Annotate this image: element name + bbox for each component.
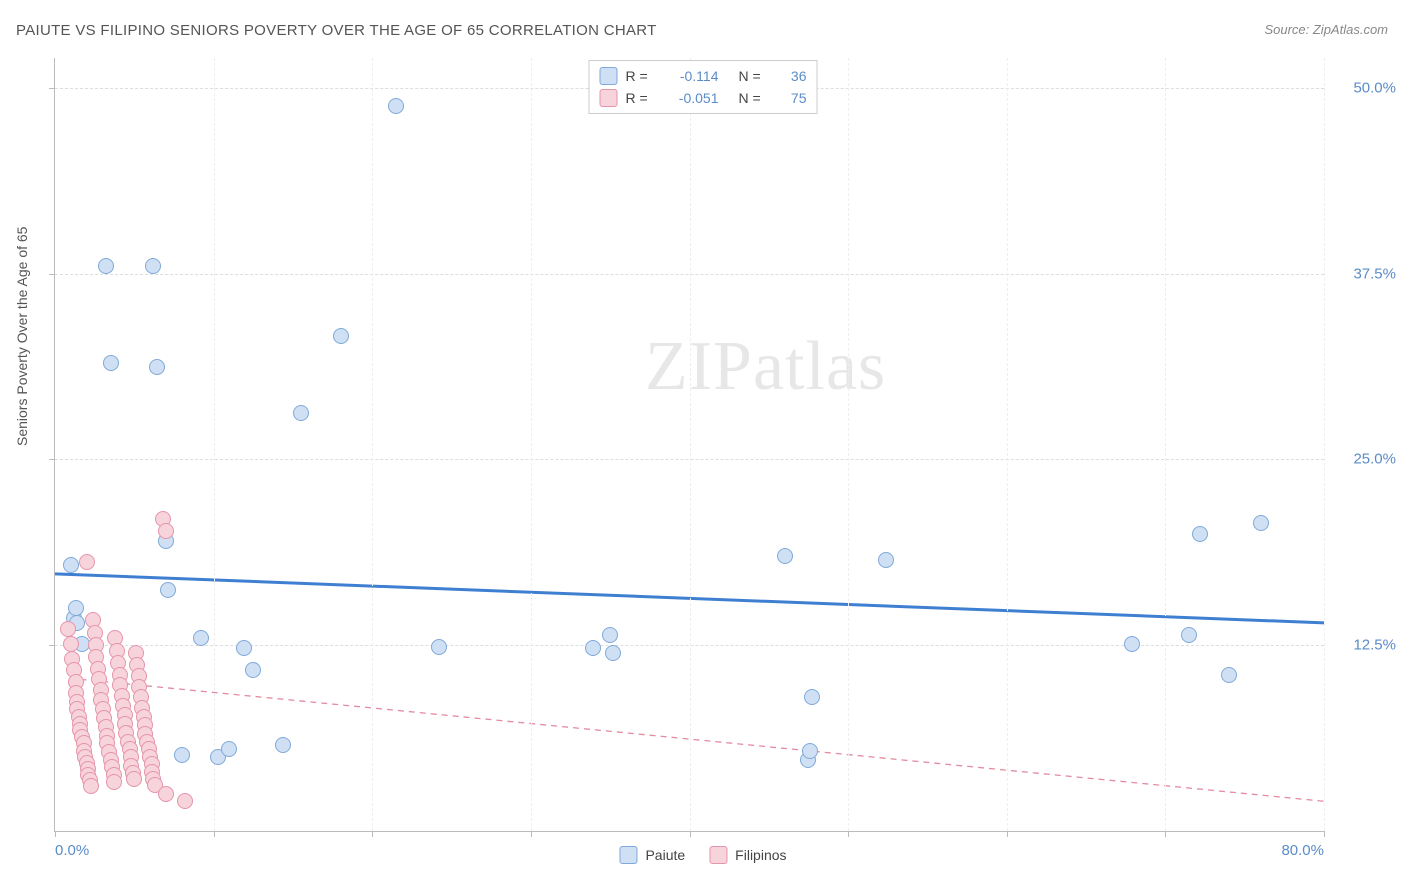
data-point: [103, 355, 119, 371]
x-gridline: [214, 58, 215, 831]
watermark-light: atlas: [753, 328, 886, 405]
x-gridline: [531, 58, 532, 831]
data-point: [1181, 627, 1197, 643]
correlation-legend: R = -0.114 N = 36 R = -0.051 N = 75: [589, 60, 818, 114]
legend-label: Paiute: [645, 847, 685, 863]
data-point: [79, 554, 95, 570]
y-tick-mark: [49, 459, 55, 460]
data-point: [106, 774, 122, 790]
chart-container: PAIUTE VS FILIPINO SENIORS POVERTY OVER …: [0, 0, 1406, 892]
chart-title: PAIUTE VS FILIPINO SENIORS POVERTY OVER …: [16, 22, 657, 39]
data-point: [68, 600, 84, 616]
data-point: [585, 640, 601, 656]
data-point: [1192, 526, 1208, 542]
data-point: [1253, 515, 1269, 531]
series-legend: Paiute Filipinos: [619, 846, 786, 864]
legend-r-value: -0.051: [664, 87, 719, 109]
y-axis-label: Seniors Poverty Over the Age of 65: [14, 227, 30, 446]
data-point: [158, 523, 174, 539]
data-point: [63, 636, 79, 652]
x-tick-mark: [1007, 831, 1008, 837]
x-tick-mark: [214, 831, 215, 837]
y-tick-label: 37.5%: [1353, 265, 1396, 282]
legend-r-value: -0.114: [664, 65, 719, 87]
y-tick-label: 25.0%: [1353, 451, 1396, 468]
trend-line: [80, 679, 1324, 801]
x-gridline: [690, 58, 691, 831]
source-attribution: Source: ZipAtlas.com: [1264, 22, 1388, 37]
data-point: [388, 98, 404, 114]
watermark-bold: ZIP: [645, 328, 753, 405]
x-gridline: [1165, 58, 1166, 831]
legend-row: R = -0.051 N = 75: [600, 87, 807, 109]
x-tick-mark: [848, 831, 849, 837]
x-gridline: [1007, 58, 1008, 831]
x-tick-label: 0.0%: [55, 842, 89, 859]
x-gridline: [848, 58, 849, 831]
legend-swatch: [619, 846, 637, 864]
data-point: [126, 771, 142, 787]
data-point: [245, 662, 261, 678]
legend-n-value: 36: [777, 65, 807, 87]
x-tick-mark: [1324, 831, 1325, 837]
data-point: [149, 359, 165, 375]
data-point: [1221, 667, 1237, 683]
data-point: [431, 639, 447, 655]
data-point: [804, 689, 820, 705]
data-point: [60, 621, 76, 637]
x-gridline: [372, 58, 373, 831]
data-point: [177, 793, 193, 809]
legend-r-label: R =: [626, 65, 656, 87]
data-point: [602, 627, 618, 643]
data-point: [293, 405, 309, 421]
x-tick-mark: [1165, 831, 1166, 837]
data-point: [878, 552, 894, 568]
x-tick-mark: [690, 831, 691, 837]
data-point: [333, 328, 349, 344]
y-tick-mark: [49, 274, 55, 275]
data-point: [174, 747, 190, 763]
data-point: [236, 640, 252, 656]
x-tick-label: 80.0%: [1281, 842, 1324, 859]
data-point: [193, 630, 209, 646]
data-point: [98, 258, 114, 274]
y-tick-label: 50.0%: [1353, 79, 1396, 96]
data-point: [160, 582, 176, 598]
plot-area: ZIPatlas 12.5%25.0%37.5%50.0%0.0%80.0%: [54, 58, 1324, 832]
data-point: [1124, 636, 1140, 652]
data-point: [605, 645, 621, 661]
legend-swatch: [709, 846, 727, 864]
x-tick-mark: [531, 831, 532, 837]
legend-label: Filipinos: [735, 847, 786, 863]
x-tick-mark: [55, 831, 56, 837]
y-tick-label: 12.5%: [1353, 637, 1396, 654]
legend-n-value: 75: [777, 87, 807, 109]
legend-swatch: [600, 67, 618, 85]
legend-n-label: N =: [739, 87, 769, 109]
data-point: [275, 737, 291, 753]
legend-row: R = -0.114 N = 36: [600, 65, 807, 87]
legend-swatch: [600, 89, 618, 107]
data-point: [802, 743, 818, 759]
watermark: ZIPatlas: [645, 327, 886, 407]
x-gridline: [1324, 58, 1325, 831]
data-point: [158, 786, 174, 802]
y-tick-mark: [49, 88, 55, 89]
legend-item: Paiute: [619, 846, 685, 864]
data-point: [777, 548, 793, 564]
data-point: [145, 258, 161, 274]
legend-n-label: N =: [739, 65, 769, 87]
data-point: [83, 778, 99, 794]
data-point: [221, 741, 237, 757]
y-tick-mark: [49, 645, 55, 646]
legend-item: Filipinos: [709, 846, 786, 864]
legend-r-label: R =: [626, 87, 656, 109]
x-tick-mark: [372, 831, 373, 837]
data-point: [63, 557, 79, 573]
